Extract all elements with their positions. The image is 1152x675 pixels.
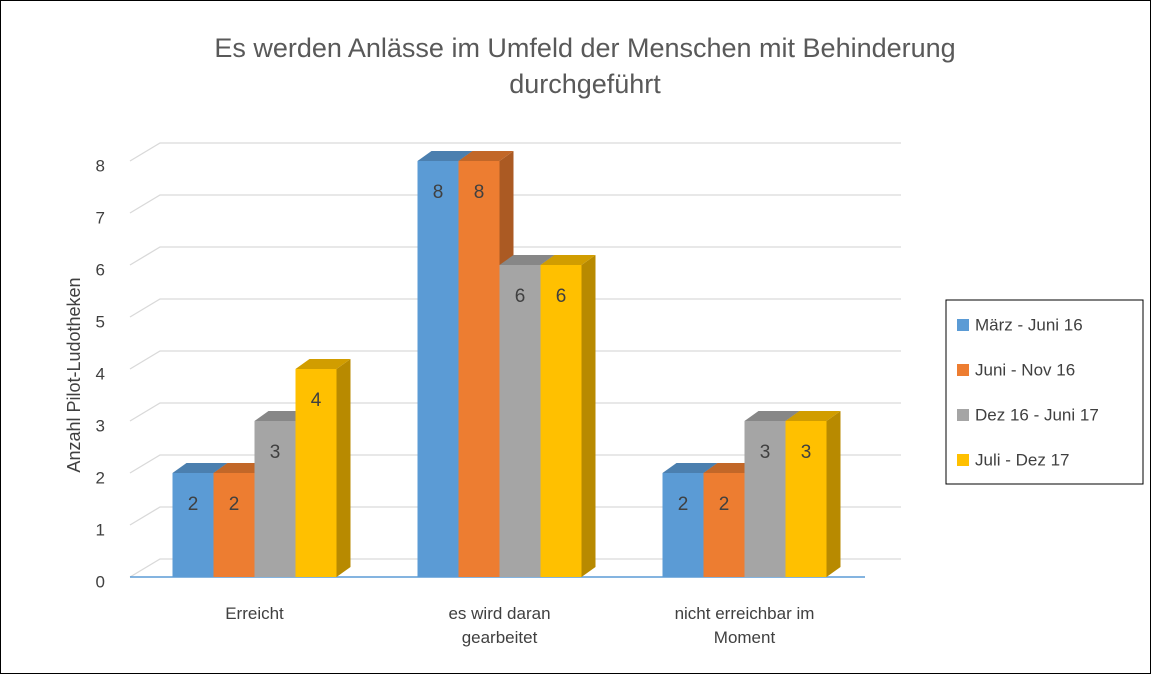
data-label: 3 (270, 442, 281, 463)
grid-line (129, 350, 901, 370)
grid-line (129, 454, 901, 474)
grid-line (129, 246, 901, 266)
y-tick-label: 1 (96, 520, 105, 539)
bar (213, 473, 255, 577)
bar (703, 473, 745, 577)
data-label: 2 (678, 494, 689, 515)
legend-label: Juli - Dez 17 (975, 450, 1069, 469)
data-label: 3 (801, 442, 812, 463)
bar-top (172, 463, 228, 473)
legend-box (945, 299, 1144, 485)
y-axis-title: Anzahl Pilot-Ludotheken (64, 277, 84, 472)
bar (172, 473, 214, 577)
bar-top (458, 151, 514, 161)
legend-label: März - Juni 16 (975, 315, 1083, 334)
legend-label: Juni - Nov 16 (975, 360, 1075, 379)
y-tick-label: 7 (96, 208, 105, 227)
data-label: 2 (229, 494, 240, 515)
x-tick-label: Erreicht (225, 604, 284, 623)
bar (295, 369, 337, 577)
bar-top (295, 359, 351, 369)
x-tick-label: nicht erreichbar im Moment (674, 604, 815, 647)
y-tick-label: 2 (96, 468, 105, 487)
bar (499, 265, 541, 577)
data-label: 8 (433, 182, 444, 203)
bar-side (336, 359, 351, 577)
y-tick-label: 6 (96, 260, 105, 279)
bar-top (417, 151, 473, 161)
data-label: 6 (515, 286, 526, 307)
y-tick-label: 3 (96, 416, 105, 435)
data-label: 2 (719, 494, 730, 515)
bar-top (662, 463, 718, 473)
grid-line (129, 402, 901, 422)
y-tick-label: 4 (96, 364, 105, 383)
grid-line (129, 298, 901, 318)
data-label: 6 (556, 286, 567, 307)
bar (540, 265, 582, 577)
bar (744, 421, 786, 577)
bar-top (540, 255, 596, 265)
bar (662, 473, 704, 577)
grid-line (129, 194, 901, 214)
grid-line (129, 506, 901, 526)
bar-top (744, 411, 800, 421)
legend-swatch (957, 409, 969, 421)
grid-line (129, 558, 901, 578)
y-tick-label: 8 (96, 156, 105, 175)
chart-title: Es werden Anlässe im Umfeld der Menschen… (214, 33, 956, 99)
bar-top (785, 411, 841, 421)
legend-swatch (957, 364, 969, 376)
x-tick-label: es wird daran gearbeitet (448, 604, 551, 647)
data-label: 3 (760, 442, 771, 463)
data-label: 2 (188, 494, 199, 515)
y-tick-label: 0 (96, 572, 105, 591)
bar (254, 421, 296, 577)
bar-side (581, 255, 596, 577)
data-label: 4 (311, 390, 322, 411)
legend-label: Dez 16 - Juni 17 (975, 405, 1099, 424)
bar (785, 421, 827, 577)
y-tick-label: 5 (96, 312, 105, 331)
grid-line (129, 142, 901, 162)
legend-swatch (957, 319, 969, 331)
bar (417, 161, 459, 577)
legend-swatch (957, 454, 969, 466)
bar-top (499, 255, 555, 265)
bar (458, 161, 500, 577)
bar-side (826, 411, 841, 577)
data-label: 8 (474, 182, 485, 203)
